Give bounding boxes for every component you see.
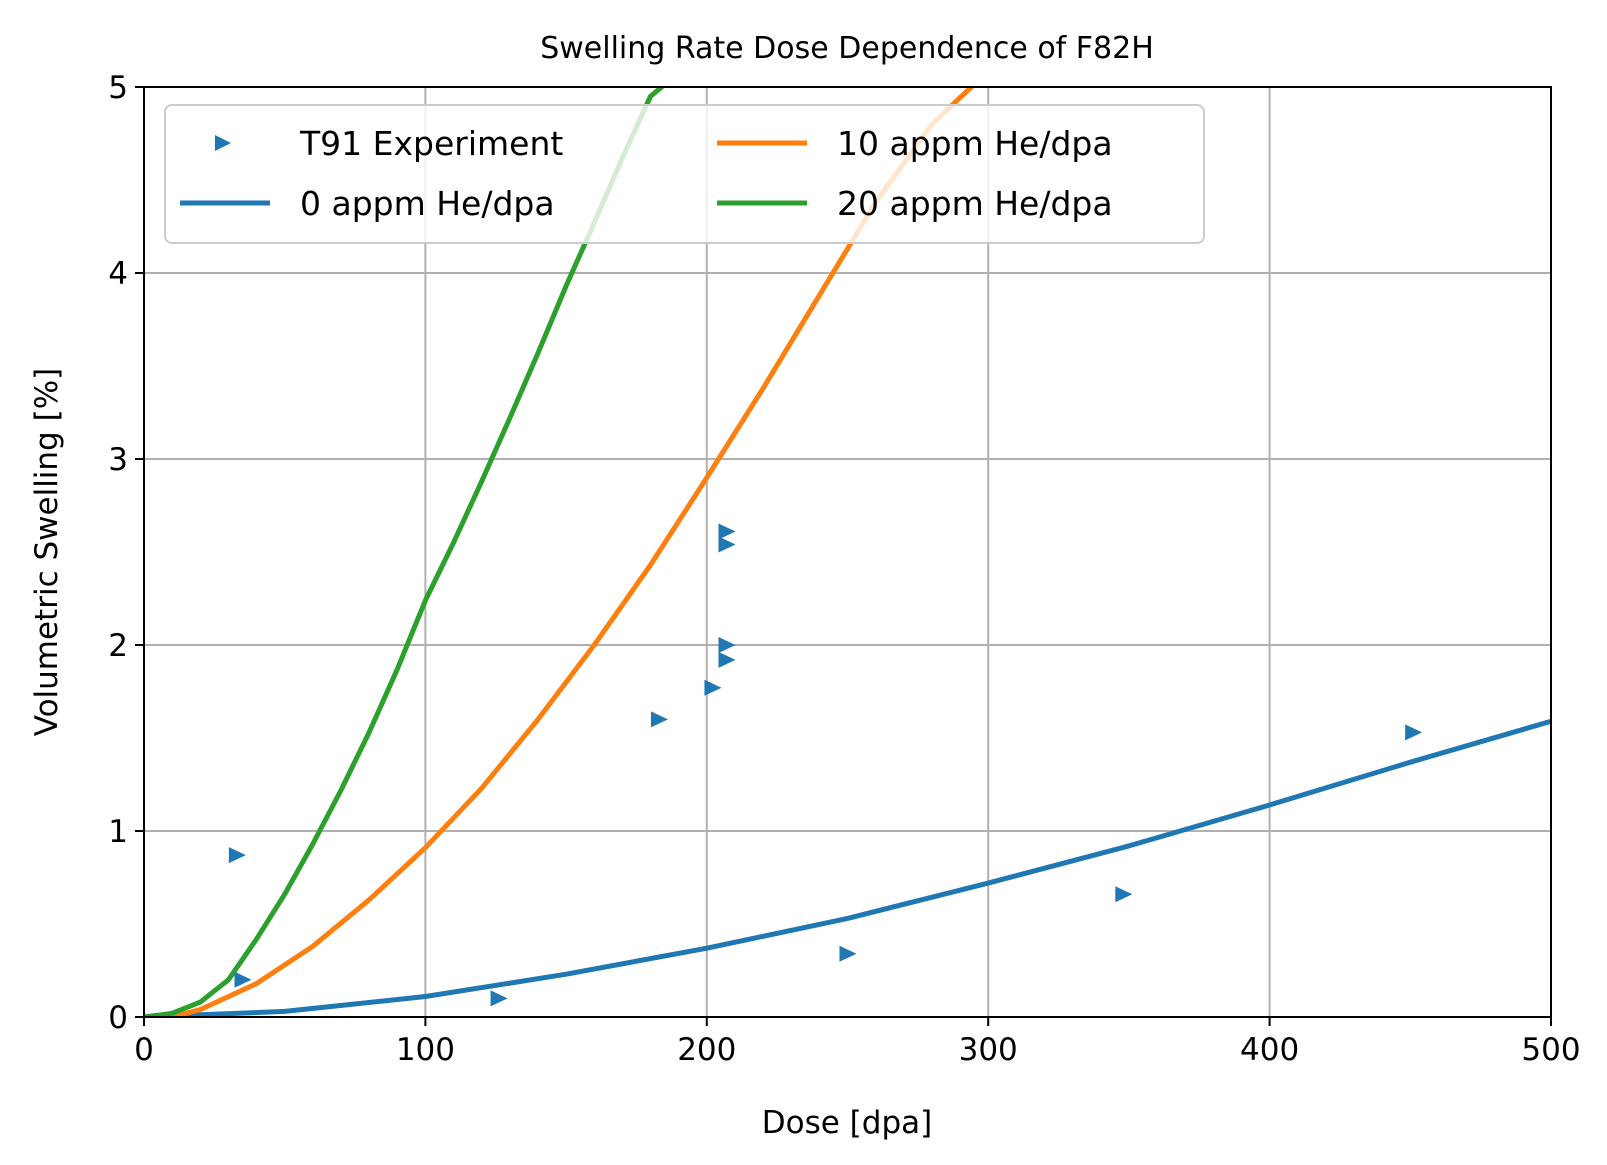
legend-label-he20: 20 appm He/dpa — [837, 184, 1113, 223]
experiment-point — [490, 990, 508, 1007]
scatter-layer — [228, 523, 1423, 1007]
experiment-point — [718, 523, 736, 540]
experiment-point — [718, 651, 736, 668]
legend-marker-experiment — [215, 135, 231, 151]
experiment-point — [718, 637, 736, 653]
y-tick-label: 5 — [108, 70, 128, 106]
x-tick-label: 100 — [396, 1032, 455, 1068]
legend-label-he0: 0 appm He/dpa — [300, 184, 555, 223]
x-axis-title: Dose [dpa] — [762, 1105, 932, 1141]
y-tick-label: 1 — [108, 814, 128, 850]
x-tick-label: 500 — [1521, 1032, 1580, 1068]
legend-box — [164, 104, 1205, 244]
legend-label-experiment: T91 Experiment — [299, 124, 563, 163]
x-tick-label: 200 — [677, 1032, 736, 1068]
x-axis: 0 100 200 300 400 500 — [134, 1017, 1581, 1068]
plot-frame — [143, 86, 1552, 1018]
experiment-point — [234, 971, 252, 988]
x-tick-label: 400 — [1240, 1032, 1299, 1068]
series-line-he0 — [144, 718, 1551, 1017]
experiment-point — [704, 679, 722, 696]
y-tick-label: 0 — [108, 1000, 128, 1036]
x-tick-label: 0 — [134, 1032, 154, 1068]
y-tick-label: 2 — [108, 628, 128, 664]
legend: T91 Experiment 0 appm He/dpa 10 appm He/… — [164, 104, 1205, 244]
y-tick-label: 3 — [108, 442, 128, 478]
y-axis: 0 1 2 3 4 5 — [108, 70, 144, 1036]
experiment-point — [650, 711, 668, 728]
chart-title: Swelling Rate Dose Dependence of F82H — [540, 31, 1154, 66]
experiment-point — [228, 847, 246, 864]
series-line-he10 — [169, 87, 974, 1017]
y-tick-label: 4 — [108, 256, 128, 292]
legend-label-he10: 10 appm He/dpa — [837, 124, 1113, 163]
experiment-point — [1405, 724, 1423, 741]
y-axis-title: Volumetric Swelling [%] — [29, 368, 65, 736]
experiment-point — [839, 945, 857, 962]
experiment-point — [718, 536, 736, 553]
experiment-point — [1115, 886, 1133, 903]
x-tick-label: 300 — [959, 1032, 1018, 1068]
